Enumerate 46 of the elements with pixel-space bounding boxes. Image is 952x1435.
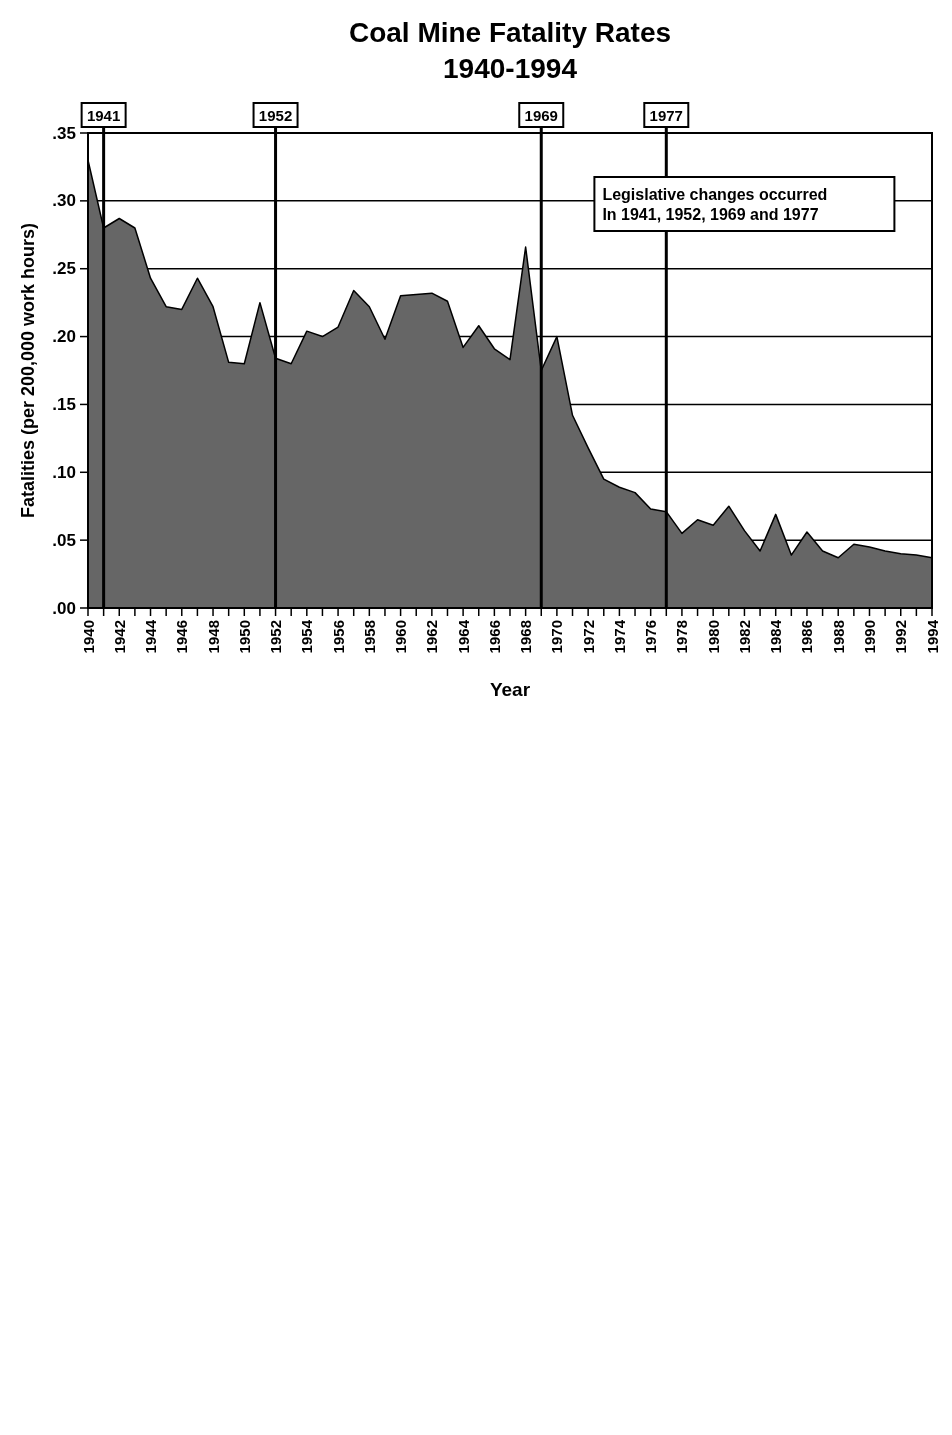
ref-line-label: 1941 [86,107,121,124]
y-axis-title: Fatalities (per 200,000 work hours) [18,222,38,519]
x-tick-label: 1992 [892,620,910,654]
x-tick-label: 1974 [610,619,628,654]
y-tick-label: .30 [52,191,76,211]
x-tick-label: 1972 [579,620,597,654]
chart-subtitle: 1940-1994 [443,53,578,84]
y-tick-label: .05 [52,530,76,550]
x-tick-label: 1940 [79,620,97,654]
chart-title: Coal Mine Fatality Rates [348,17,672,48]
ref-line-label: 1952 [258,107,293,124]
annotation: Legislative changes occurred In 1941, 1952, 1969 and 1977 [602,186,828,223]
x-tick-label: 1990 [860,620,878,654]
x-tick-label: 1984 [767,619,785,654]
x-tick-label: 1964 [454,619,472,654]
x-tick-label: 1988 [829,620,847,654]
y-tick-label: .20 [52,327,76,347]
y-tick-label: .25 [52,259,76,279]
x-tick-label: 1962 [423,620,441,654]
x-tick-label: 1944 [142,619,160,654]
x-tick-label: 1978 [673,620,691,654]
x-tick-label: 1994 [923,619,941,654]
x-tick-label: 1960 [392,620,410,654]
ref-line-label: 1977 [649,107,683,124]
note-box: Legislative changes occurred In 1941, 1952, 1969 and 1977 [593,176,896,232]
x-tick-label: 1952 [267,620,285,654]
y-tick-label: .10 [52,462,76,482]
x-tick-label: 1948 [204,620,222,654]
x-tick-label: 1986 [798,620,816,654]
x-tick-label: 1954 [298,619,316,654]
x-tick-label: 1976 [642,620,660,654]
x-tick-label: 1980 [704,620,722,654]
x-tick-label: 1966 [485,620,503,654]
x-tick-label: 1946 [173,620,191,654]
y-tick-label: .15 [52,394,76,414]
x-tick-label: 1956 [329,620,347,654]
x-axis-title: Year [489,679,531,700]
y-tick-label: .00 [52,598,76,618]
x-tick-label: 1970 [548,620,566,654]
x-tick-label: 1950 [235,620,253,654]
x-tick-label: 1968 [517,620,535,654]
y-tick-label: .35 [52,123,76,143]
x-tick-label: 1942 [110,620,128,654]
x-tick-label: 1982 [735,620,753,654]
ref-line-label: 1969 [524,107,558,124]
x-tick-label: 1958 [360,620,378,654]
